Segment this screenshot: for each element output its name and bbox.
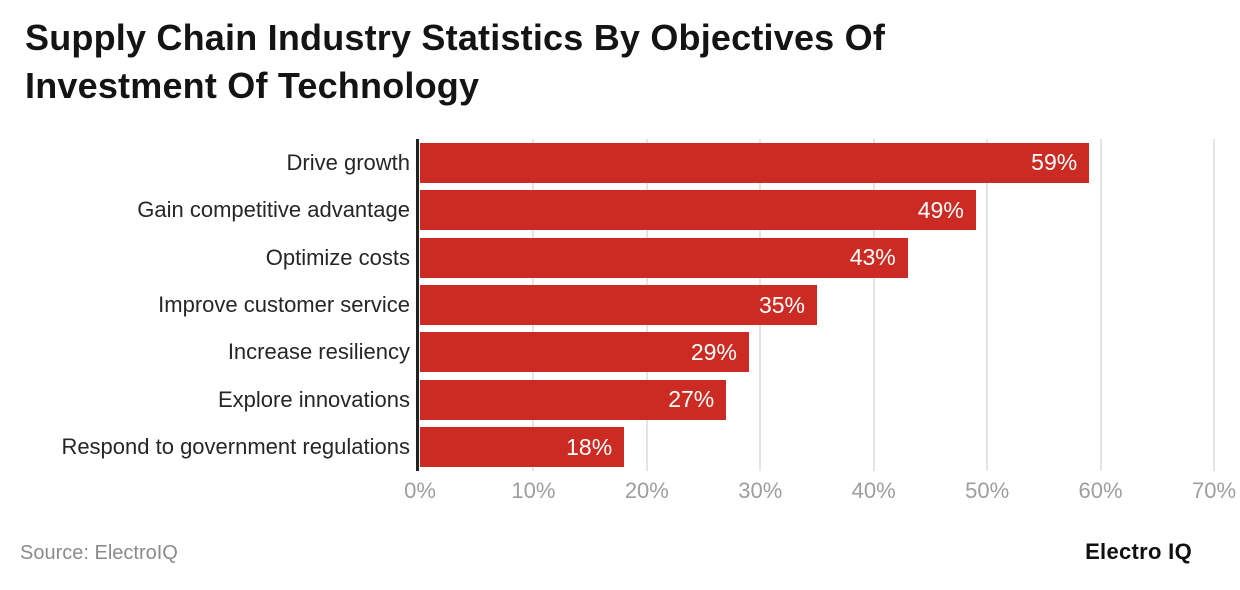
bar-value-label: 43% xyxy=(849,244,896,271)
category-label: Gain competitive advantage xyxy=(137,197,410,223)
bar-value-label: 59% xyxy=(1031,149,1078,176)
bar-value-label: 49% xyxy=(917,196,964,223)
x-tick-label: 60% xyxy=(1078,478,1123,503)
category-labels: Drive growth Gain competitive advantage Op… xyxy=(0,139,410,471)
gridline xyxy=(986,139,989,471)
page-title-line-1: Supply Chain Industry Statistics By Obje… xyxy=(25,17,886,58)
bar: 29% xyxy=(420,332,749,373)
page-title: Supply Chain Industry Statistics By Obje… xyxy=(25,14,885,110)
gridline xyxy=(872,139,875,471)
category-label: Increase resiliency xyxy=(227,339,410,365)
category-label: Explore innovations xyxy=(217,386,410,412)
bar: 59% xyxy=(420,142,1090,183)
bar: 49% xyxy=(420,190,976,231)
x-tick-label: 20% xyxy=(624,478,669,503)
x-tick-label: 50% xyxy=(965,478,1010,503)
bar: 43% xyxy=(420,237,908,278)
category-label: Respond to government regulations xyxy=(61,434,410,460)
category-label: Improve customer service xyxy=(158,291,410,317)
x-tick-label: 70% xyxy=(1191,478,1237,503)
category-label: Drive growth xyxy=(286,149,410,175)
y-axis-line xyxy=(416,139,419,471)
bar-value-label: 27% xyxy=(668,386,715,413)
x-axis-ticks: 0% 10% 20% 30% 40% 50% 60% 70% xyxy=(404,478,1236,508)
brand-logo-text: Electro IQ xyxy=(1085,539,1192,564)
bar: 18% xyxy=(420,427,625,468)
gridline xyxy=(1099,139,1102,471)
x-tick-label: 40% xyxy=(851,478,896,503)
x-tick-label: 30% xyxy=(738,478,783,503)
gridline xyxy=(1213,139,1215,471)
bar-value-label: 35% xyxy=(758,291,805,318)
bar: 35% xyxy=(420,285,817,325)
bar-value-label: 18% xyxy=(566,433,613,460)
page-title-line-2: Investment Of Technology xyxy=(25,65,480,106)
category-label: Optimize costs xyxy=(265,244,410,270)
x-tick-label: 0% xyxy=(404,478,436,503)
bar-value-label: 29% xyxy=(690,338,737,365)
source-note: Source: ElectroIQ xyxy=(20,542,178,564)
x-tick-label: 10% xyxy=(511,478,556,503)
plot-area: 59% 49% 43% 35% 29% 27% 18% xyxy=(420,139,1215,471)
bar: 27% xyxy=(420,379,727,420)
